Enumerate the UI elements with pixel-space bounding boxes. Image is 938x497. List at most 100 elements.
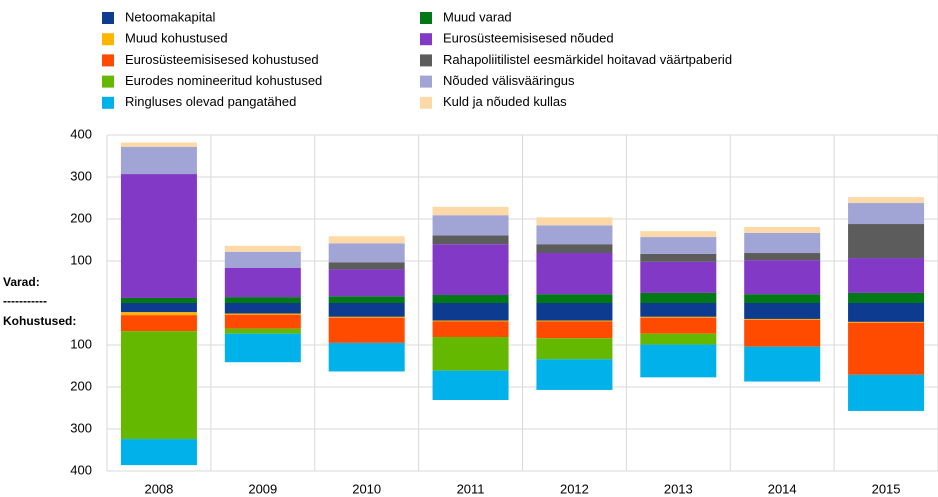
- legend-swatch: [102, 75, 114, 88]
- legend-swatch: [102, 33, 114, 46]
- legend-swatch: [420, 75, 432, 88]
- bar-segment: [848, 374, 925, 411]
- bar-segment: [120, 315, 197, 332]
- bar-segment: [848, 197, 925, 204]
- bar-segment: [848, 321, 925, 323]
- bar-segment: [120, 331, 197, 440]
- bar-segment: [432, 320, 509, 322]
- bar-segment: [120, 297, 197, 303]
- x-tick-label: 2012: [560, 481, 589, 496]
- legend-swatch: [102, 12, 114, 24]
- bar-segment: [224, 303, 301, 314]
- legend-label: Muud varad: [443, 9, 512, 24]
- y-tick-label: 100: [70, 252, 92, 267]
- y-tick-label: 200: [70, 378, 92, 393]
- bar-segment: [640, 303, 717, 317]
- legend-label: Kuld ja nõuded kullas: [443, 94, 567, 109]
- bar-segment: [328, 303, 405, 317]
- y-label-liabilities: Kohustused:: [3, 314, 76, 328]
- bar-segment: [224, 297, 301, 303]
- y-tick-label: 400: [70, 462, 92, 477]
- bar-segment: [536, 294, 613, 303]
- bar-segment: [432, 337, 509, 371]
- x-tick-label: 2008: [144, 481, 173, 496]
- y-tick-label: 400: [70, 126, 92, 141]
- x-tick-label: 2015: [872, 481, 901, 496]
- bar-segment: [432, 303, 509, 321]
- bar-segment: [640, 344, 717, 378]
- bar-segment: [224, 267, 301, 298]
- legend-label: Ringluses olevad pangatähed: [125, 94, 296, 109]
- bar-segment: [328, 342, 405, 372]
- legend-swatch: [102, 96, 114, 109]
- bar-segment: [120, 142, 197, 147]
- x-tick-label: 2009: [248, 481, 277, 496]
- legend-label: Muud kohustused: [125, 31, 228, 46]
- legend-label: Nõuded välisvääringus: [443, 73, 575, 88]
- bar-segment: [432, 321, 509, 338]
- bar-segment: [120, 439, 197, 466]
- bar-segment: [432, 206, 509, 216]
- bar-segment: [744, 294, 821, 303]
- bar-segment: [328, 316, 405, 318]
- bar-segment: [328, 236, 405, 244]
- bar-segment: [432, 370, 509, 401]
- bar-segment: [848, 203, 925, 225]
- bar-segment: [120, 312, 197, 316]
- bar-segment: [224, 333, 301, 363]
- bar-segment: [536, 244, 613, 254]
- bar-segment: [640, 292, 717, 303]
- bar-segment: [848, 322, 925, 375]
- legend-swatch: [420, 33, 432, 46]
- bar-segment: [744, 303, 821, 319]
- y-tick-label: 100: [70, 336, 92, 351]
- y-tick-label: 300: [70, 168, 92, 183]
- bar-segment: [224, 245, 301, 252]
- bar-segment: [536, 338, 613, 360]
- legend-label: Rahapoliitilistel eesmärkidel hoitavad v…: [443, 52, 732, 67]
- x-tick-label: 2014: [768, 481, 797, 496]
- bar-segment: [328, 317, 405, 343]
- bar-segment: [328, 296, 405, 303]
- legend-swatch: [420, 12, 432, 24]
- bar-segment: [224, 328, 301, 334]
- bar-segment: [744, 260, 821, 295]
- bar-segment: [848, 258, 925, 293]
- bar-segment: [224, 251, 301, 268]
- legend-label: Netoomakapital: [125, 9, 215, 24]
- bar-segment: [536, 359, 613, 390]
- bar-segment: [432, 235, 509, 245]
- bar-segment: [536, 303, 613, 321]
- bar-segment: [536, 321, 613, 339]
- bar-segment: [432, 244, 509, 296]
- bar-segment: [640, 317, 717, 334]
- bar-segment: [640, 237, 717, 254]
- bar-segment: [328, 262, 405, 270]
- bar-segment: [848, 292, 925, 303]
- legend-swatch: [102, 54, 114, 67]
- y-label-divider: -----------: [3, 294, 47, 308]
- y-tick-label: 300: [70, 420, 92, 435]
- x-tick-label: 2011: [457, 481, 485, 496]
- bar-segment: [536, 253, 613, 295]
- bar-segment: [536, 225, 613, 245]
- y-tick-label: 200: [70, 210, 92, 225]
- legend-swatch: [420, 96, 432, 109]
- bar-segment: [432, 295, 509, 303]
- bar-segment: [328, 269, 405, 297]
- bar-segment: [640, 333, 717, 345]
- bar-segment: [432, 215, 509, 236]
- bar-segment: [640, 231, 717, 238]
- bar-segment: [744, 346, 821, 382]
- bar-segment: [848, 224, 925, 259]
- bar-segment: [640, 261, 717, 293]
- legend-label: Eurodes nomineeritud kohustused: [125, 73, 322, 88]
- bar-segment: [640, 316, 717, 318]
- legend-label: Eurosüsteemisisesed nõuded: [443, 31, 614, 46]
- bar-segment: [120, 146, 197, 175]
- bar-segment: [744, 226, 821, 233]
- bar-segment: [744, 253, 821, 261]
- legend-swatch: [420, 54, 432, 67]
- bar-segment: [536, 320, 613, 322]
